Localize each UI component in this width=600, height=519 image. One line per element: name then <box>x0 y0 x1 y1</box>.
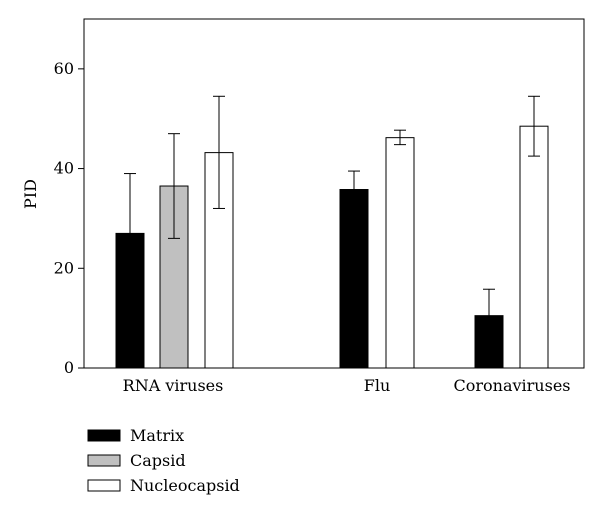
x-category-label: RNA viruses <box>123 376 224 395</box>
legend-label-matrix: Matrix <box>130 426 184 445</box>
legend-swatch-nucleocapsid <box>87 479 121 492</box>
y-tick-label: 0 <box>64 358 74 377</box>
x-category-label: Flu <box>364 376 391 395</box>
legend-swatch-capsid <box>87 454 121 467</box>
bar-matrix <box>115 232 145 369</box>
x-category-label: Coronaviruses <box>454 376 571 395</box>
legend-label-capsid: Capsid <box>130 451 186 470</box>
y-tick-label: 20 <box>54 258 74 277</box>
bar-nucleocapsid <box>519 125 549 369</box>
bar-nucleocapsid <box>385 137 415 369</box>
legend-swatch-matrix <box>87 429 121 442</box>
plot-frame <box>83 18 585 369</box>
legend: Matrix Capsid Nucleocapsid <box>87 426 240 495</box>
y-tick-label: 60 <box>54 59 74 78</box>
y-tick-label: 40 <box>54 159 74 178</box>
bars <box>115 95 549 369</box>
y-axis-title: PID <box>21 179 40 209</box>
bar-matrix <box>474 315 504 369</box>
bar-matrix <box>339 189 369 369</box>
x-axis-labels: RNA viruses Flu Coronaviruses <box>123 376 571 395</box>
legend-label-nucleocapsid: Nucleocapsid <box>130 476 240 495</box>
y-axis: 0 20 40 60 <box>54 59 84 377</box>
